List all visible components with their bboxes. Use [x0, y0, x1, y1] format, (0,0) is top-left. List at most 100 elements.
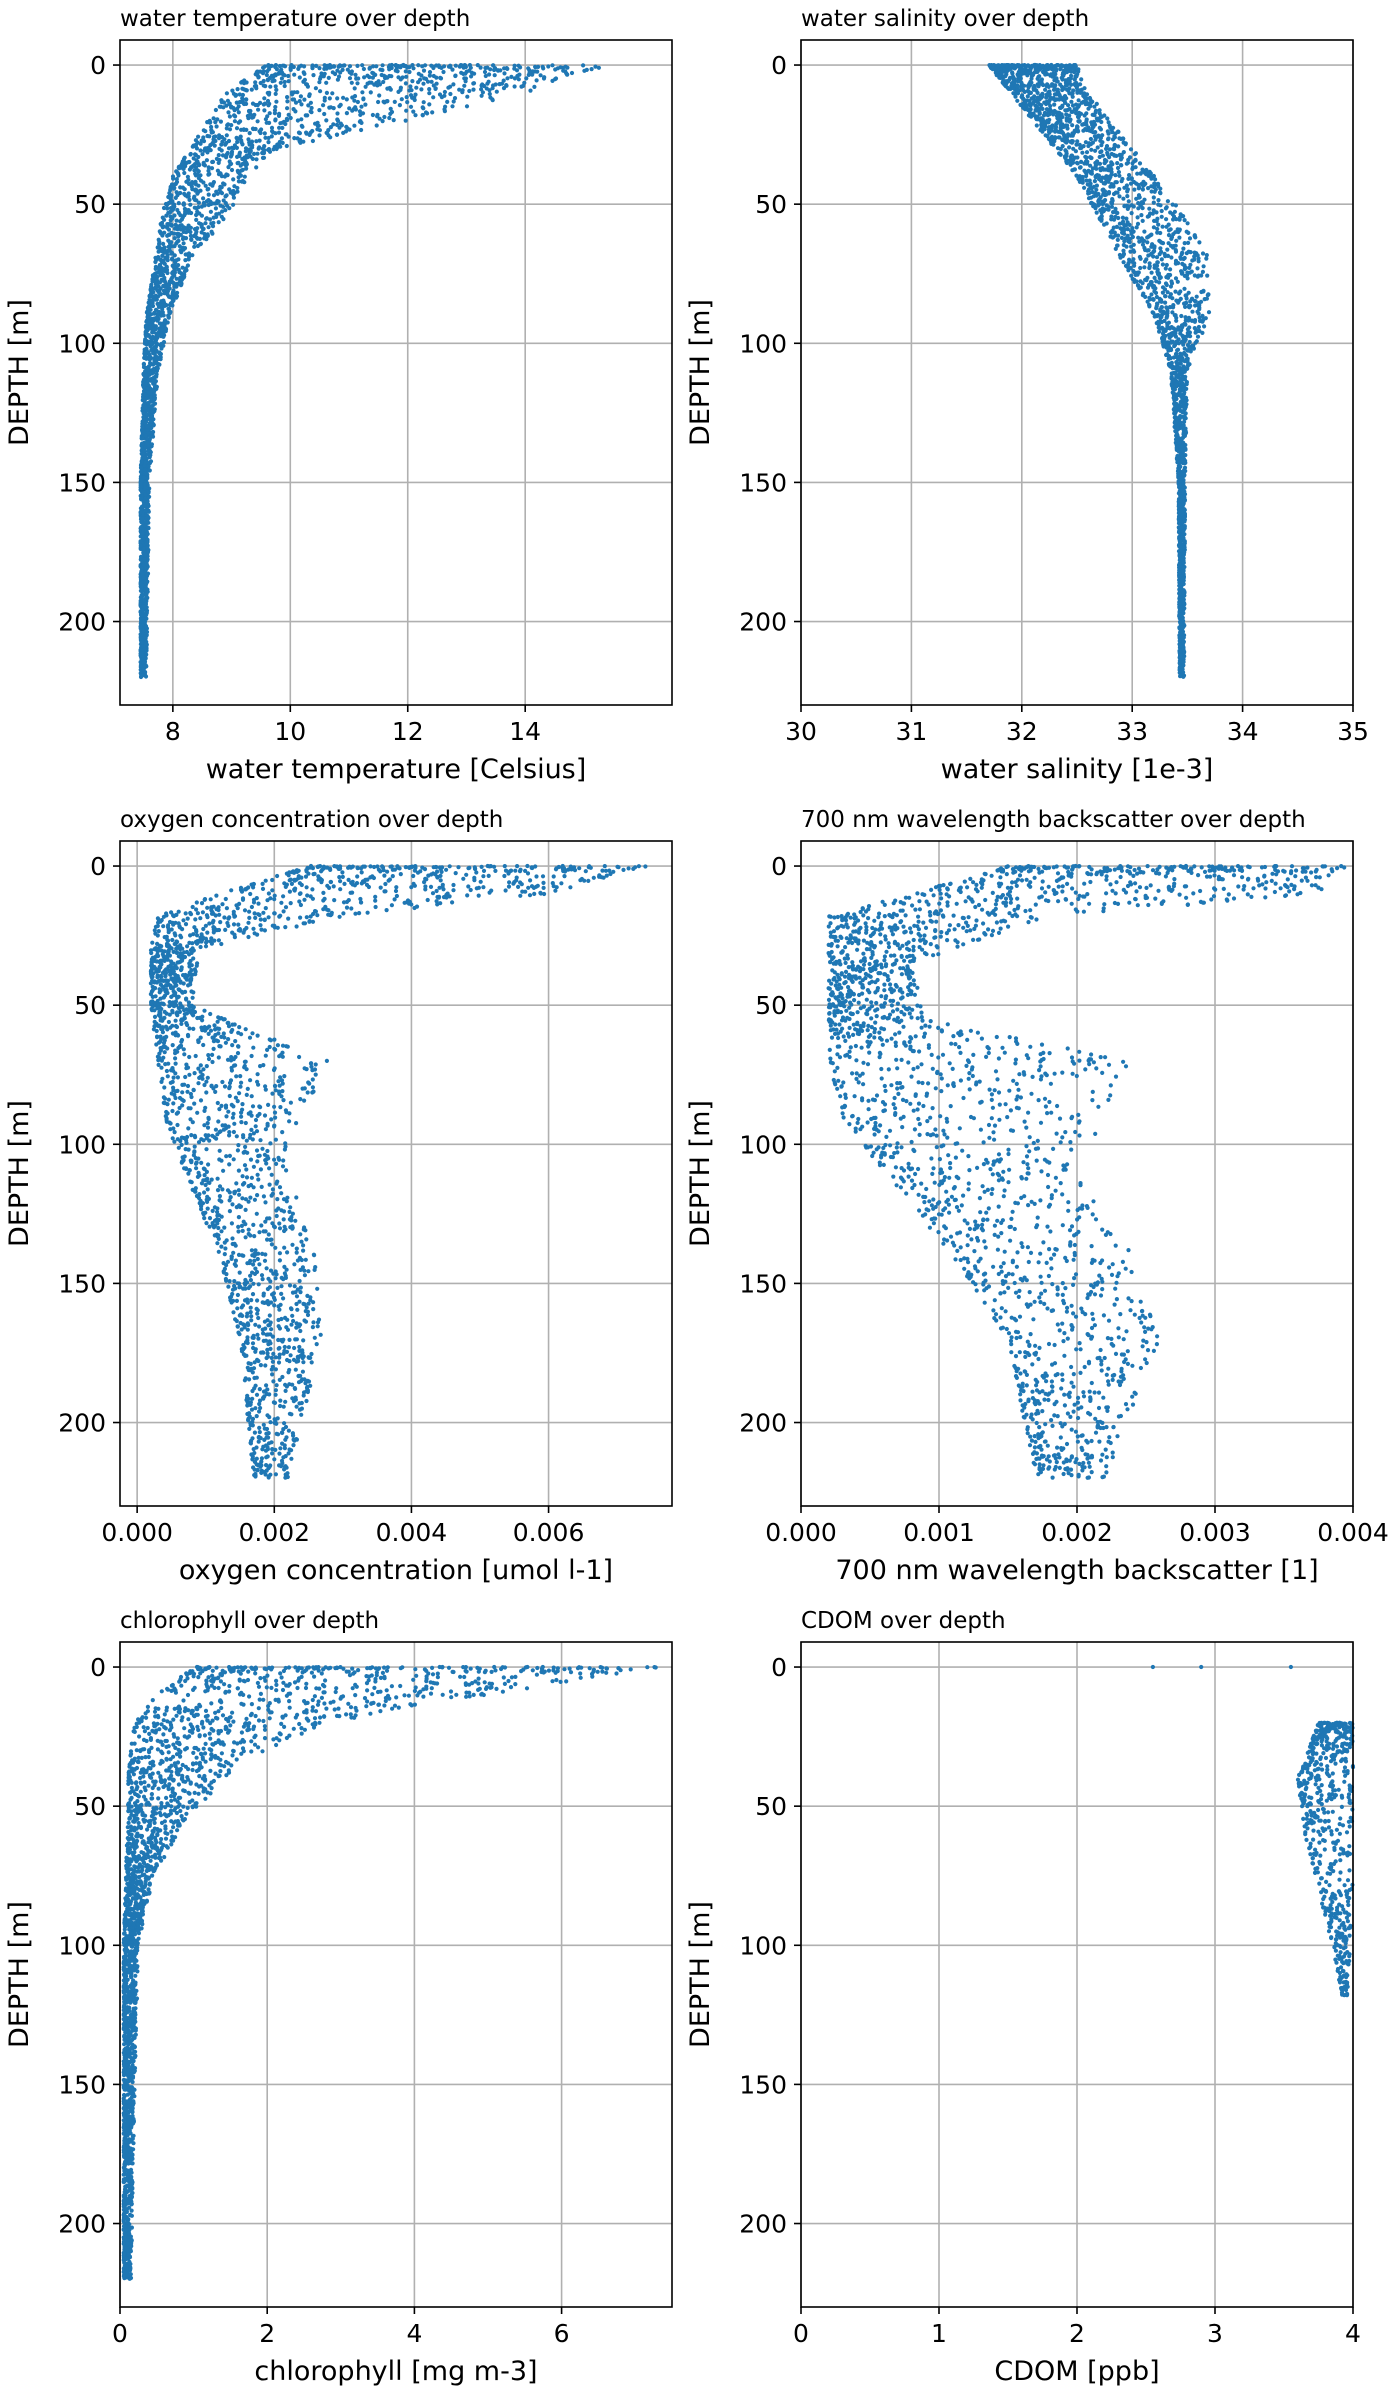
data-point	[380, 63, 385, 68]
data-point	[1138, 279, 1143, 284]
data-point	[1144, 172, 1149, 177]
data-point	[1144, 278, 1149, 283]
data-point	[198, 188, 203, 193]
data-point	[285, 95, 290, 100]
data-point	[446, 64, 452, 69]
data-point	[151, 370, 156, 375]
data-point	[193, 188, 198, 193]
data-point	[1075, 90, 1080, 95]
data-point	[1106, 207, 1111, 212]
data-point	[492, 73, 497, 78]
data-point	[431, 83, 436, 88]
data-point	[1115, 237, 1120, 242]
data-point	[165, 284, 170, 289]
data-point	[286, 112, 291, 117]
data-point	[1135, 215, 1140, 220]
data-point	[439, 95, 444, 100]
data-point	[1008, 66, 1013, 72]
data-point	[176, 263, 181, 268]
data-point	[411, 66, 416, 71]
data-point	[1157, 329, 1162, 334]
data-point	[214, 124, 219, 129]
data-point	[217, 104, 222, 109]
data-point	[145, 367, 150, 372]
data-point	[1175, 432, 1180, 437]
data-point	[1086, 143, 1091, 149]
data-point	[261, 155, 267, 160]
data-point	[1126, 199, 1131, 204]
data-point	[1200, 330, 1205, 335]
data-point	[464, 104, 470, 109]
data-point	[375, 83, 380, 88]
data-point	[229, 151, 234, 156]
data-point	[1135, 221, 1141, 226]
data-point	[266, 92, 272, 97]
data-point	[463, 63, 468, 68]
data-point	[166, 210, 171, 215]
data-point	[1165, 247, 1170, 252]
data-point	[1047, 99, 1052, 104]
data-point	[438, 76, 444, 81]
data-point	[220, 209, 225, 214]
data-point	[152, 401, 158, 406]
data-point	[1180, 409, 1185, 415]
data-point	[289, 90, 295, 95]
data-point	[338, 70, 343, 75]
data-point	[532, 84, 537, 89]
data-point	[481, 83, 487, 89]
data-point	[344, 111, 349, 116]
data-point	[1082, 113, 1087, 118]
data-point	[1060, 114, 1065, 120]
data-point	[140, 531, 145, 536]
data-point	[329, 65, 334, 70]
data-point	[141, 379, 146, 385]
data-point	[144, 648, 149, 653]
data-point	[197, 163, 202, 168]
data-point	[322, 111, 327, 117]
data-point	[181, 202, 186, 207]
data-point	[408, 93, 414, 98]
data-point	[249, 87, 254, 92]
data-point	[1186, 249, 1191, 254]
data-point	[1089, 195, 1094, 200]
data-point	[1121, 196, 1126, 201]
data-point	[231, 105, 236, 111]
data-point	[370, 70, 375, 75]
data-point	[1099, 210, 1104, 215]
data-point	[1190, 309, 1195, 314]
data-point	[211, 180, 216, 185]
data-point	[410, 79, 415, 84]
data-point	[1004, 81, 1009, 86]
data-point	[1181, 364, 1186, 369]
data-point	[1128, 147, 1134, 152]
data-point	[285, 118, 290, 123]
data-point	[1163, 206, 1168, 211]
y-axis-label: DEPTH [m]	[4, 299, 35, 446]
data-point	[1152, 249, 1157, 254]
data-point	[1154, 294, 1159, 300]
data-point	[407, 88, 412, 93]
data-point	[166, 201, 171, 206]
data-point	[353, 72, 358, 77]
data-point	[1168, 267, 1173, 272]
data-point	[178, 277, 183, 282]
data-point	[157, 271, 162, 276]
data-point	[335, 96, 340, 101]
data-point	[150, 300, 155, 306]
data-point	[1086, 187, 1092, 192]
data-point	[168, 309, 173, 315]
data-point	[1097, 111, 1102, 116]
data-point	[184, 230, 189, 235]
data-point	[1096, 173, 1101, 178]
data-point	[441, 69, 446, 75]
data-point	[400, 75, 405, 80]
data-point	[1182, 286, 1187, 291]
data-point	[301, 79, 306, 84]
data-point	[1171, 395, 1176, 400]
data-point	[172, 204, 177, 209]
data-point	[217, 146, 222, 151]
data-point	[205, 233, 210, 238]
data-point	[196, 134, 201, 139]
data-point	[178, 227, 183, 232]
data-point	[337, 125, 342, 130]
